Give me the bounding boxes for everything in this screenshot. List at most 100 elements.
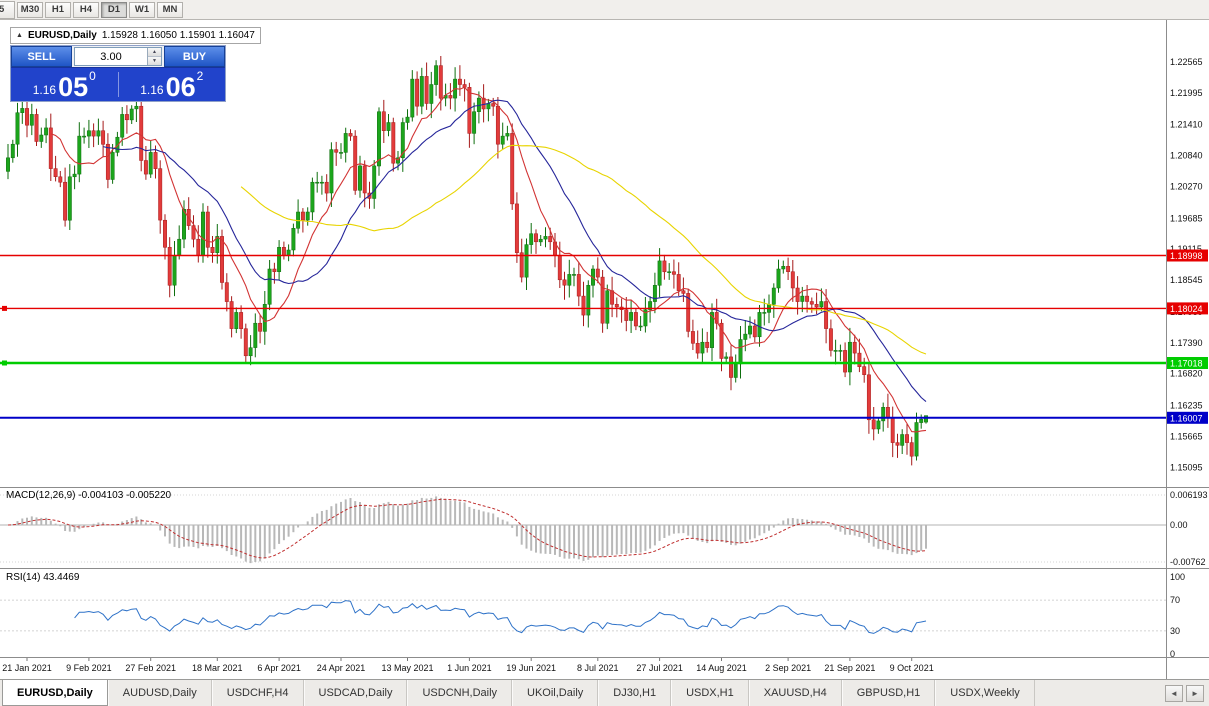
chart-tab-usdx-h1[interactable]: USDX,H1 bbox=[671, 680, 749, 706]
volume-down-icon[interactable]: ▼ bbox=[148, 57, 161, 65]
date-axis-label: 27 Jul 2021 bbox=[636, 663, 683, 673]
rsi-scale-label: 70 bbox=[1170, 595, 1180, 605]
chart-tab-audusd-daily[interactable]: AUDUSD,Daily bbox=[107, 680, 212, 706]
collapse-panel-icon[interactable]: ▲ bbox=[16, 32, 23, 39]
hline-handle-support-green[interactable] bbox=[2, 360, 7, 366]
price-scale-label: 1.21410 bbox=[1170, 120, 1203, 130]
chart-tabs: EURUSD,Daily AUDUSD,Daily USDCHF,H4 USDCAD,… bbox=[0, 680, 1035, 706]
rsi-scale-label: 30 bbox=[1170, 626, 1180, 636]
date-axis-label: 14 Aug 2021 bbox=[696, 663, 747, 673]
price-scale-label: 1.20270 bbox=[1170, 182, 1203, 192]
price-badge-resistance-upper bbox=[1167, 249, 1208, 262]
chart-background bbox=[0, 20, 1209, 679]
date-axis-label: 9 Feb 2021 bbox=[66, 663, 112, 673]
timeframe-buttons: M30 H1 H4 D1 W1 MN bbox=[17, 1, 183, 18]
sell-price-point: 0 bbox=[89, 69, 96, 83]
ma-50-line bbox=[240, 144, 927, 355]
price-badge-label-level-blue: 1.16007 bbox=[1170, 413, 1203, 423]
price-badge-label-resistance-lower: 1.18024 bbox=[1170, 304, 1203, 314]
chart-title-box[interactable]: ▲ EURUSD,Daily 1.15928 1.16050 1.15901 1… bbox=[10, 27, 261, 44]
macd-scale-label: 0.00 bbox=[1170, 520, 1188, 530]
volume-spin-buttons: ▲ ▼ bbox=[147, 48, 161, 65]
price-scale-label: 1.16235 bbox=[1170, 400, 1203, 410]
sell-price-pips: 05 bbox=[58, 71, 89, 102]
date-axis-label: 13 May 2021 bbox=[381, 663, 433, 673]
sell-price-figure: 1.16 bbox=[32, 83, 57, 97]
date-axis-label: 2 Sep 2021 bbox=[765, 663, 811, 673]
trade-prices-row: 1.16 05 0 1.16 06 2 bbox=[11, 68, 225, 101]
chart-tab-usdx-weekly[interactable]: USDX,Weekly bbox=[935, 680, 1035, 706]
timeframe-toolbar: 5 M30 H1 H4 D1 W1 MN bbox=[0, 0, 1209, 20]
price-badge-resistance-lower bbox=[1167, 302, 1208, 315]
ma-21-line bbox=[102, 99, 927, 403]
volume-up-icon[interactable]: ▲ bbox=[148, 48, 161, 57]
chart-symbol-label: EURUSD,Daily bbox=[27, 30, 97, 41]
timeframe-w1-button[interactable]: W1 bbox=[129, 1, 155, 18]
timeframe-h4-button[interactable]: H4 bbox=[73, 1, 99, 18]
hline-handle-resistance-lower[interactable] bbox=[2, 305, 7, 311]
buy-price-figure: 1.16 bbox=[140, 83, 164, 97]
chart-tab-eurusd-daily[interactable]: EURUSD,Daily bbox=[2, 680, 108, 706]
date-axis-label: 19 Jun 2021 bbox=[506, 663, 556, 673]
volume-spinner[interactable]: 3.00 ▲ ▼ bbox=[74, 47, 162, 66]
price-scale-label: 1.15095 bbox=[1170, 462, 1203, 472]
price-scale-label: 1.19685 bbox=[1170, 213, 1203, 223]
price-scale-label: 1.15665 bbox=[1170, 431, 1203, 441]
price-badge-label-support-green: 1.17018 bbox=[1170, 359, 1203, 369]
candlestick-series bbox=[6, 56, 928, 466]
tabs-scroll-right-icon[interactable]: ► bbox=[1186, 684, 1204, 702]
date-axis-label: 8 Jul 2021 bbox=[577, 663, 619, 673]
chart-tab-gbpusd-h1[interactable]: GBPUSD,H1 bbox=[841, 680, 936, 706]
timeframe-mn-button[interactable]: MN bbox=[157, 1, 183, 18]
sell-button[interactable]: SELL bbox=[11, 46, 72, 67]
buy-price-pips: 06 bbox=[165, 71, 196, 102]
one-click-trading-panel: SELL 3.00 ▲ ▼ BUY 1.16 05 0 1.16 06 2 bbox=[10, 45, 226, 102]
price-scale-label: 1.22565 bbox=[1170, 57, 1203, 67]
date-axis-label: 21 Jan 2021 bbox=[2, 663, 52, 673]
chart-tab-dj30-h1[interactable]: DJ30,H1 bbox=[598, 680, 672, 706]
ma-10-line bbox=[50, 86, 927, 433]
rsi-scale-label: 0 bbox=[1170, 649, 1175, 659]
tabs-scroll-left-icon[interactable]: ◄ bbox=[1165, 684, 1183, 702]
chart-canvas[interactable]: 1.22565 1.21995 1.21410 1.20840 1.20270 1.196… bbox=[0, 20, 1209, 679]
chart-tab-ukoil-daily[interactable]: UKOil,Daily bbox=[512, 680, 599, 706]
chart-ohlc-values: 1.15928 1.16050 1.15901 1.16047 bbox=[101, 30, 255, 41]
date-axis-label: 6 Apr 2021 bbox=[257, 663, 301, 673]
price-divider bbox=[117, 72, 119, 97]
buy-price-quote[interactable]: 1.16 06 2 bbox=[119, 68, 226, 101]
date-axis-label: 24 Apr 2021 bbox=[317, 663, 366, 673]
price-scale-label: 1.18545 bbox=[1170, 275, 1203, 285]
price-scale-label: 1.16820 bbox=[1170, 369, 1203, 379]
rsi-line bbox=[74, 600, 927, 634]
rsi-title: RSI(14) 43.4469 bbox=[6, 572, 80, 583]
volume-value[interactable]: 3.00 bbox=[100, 50, 122, 63]
macd-scale-label: -0.00762 bbox=[1170, 557, 1206, 567]
rsi-scale-label: 100 bbox=[1170, 572, 1185, 582]
date-axis-label: 18 Mar 2021 bbox=[192, 663, 243, 673]
price-scale-label: 1.20840 bbox=[1170, 151, 1203, 161]
chart-tabbar: EURUSD,Daily AUDUSD,Daily USDCHF,H4 USDCAD,… bbox=[0, 679, 1209, 706]
timeframe-m30-button[interactable]: M30 bbox=[17, 1, 43, 18]
timeframe-d1-button[interactable]: D1 bbox=[101, 1, 127, 18]
timeframe-h1-button[interactable]: H1 bbox=[45, 1, 71, 18]
macd-title: MACD(12,26,9) -0.004103 -0.005220 bbox=[6, 490, 172, 501]
price-badge-level-blue bbox=[1167, 411, 1208, 424]
sell-price-quote[interactable]: 1.16 05 0 bbox=[11, 68, 118, 101]
chart-tab-usdchf-h4[interactable]: USDCHF,H4 bbox=[211, 680, 304, 706]
price-badge-support-green bbox=[1167, 357, 1208, 369]
price-scale-label: 1.21995 bbox=[1170, 88, 1203, 98]
date-axis-label: 1 Jun 2021 bbox=[447, 663, 492, 673]
macd-signal-line bbox=[7, 498, 927, 559]
chart-tab-xauusd-h4[interactable]: XAUUSD,H4 bbox=[748, 680, 842, 706]
buy-price-point: 2 bbox=[196, 69, 204, 83]
macd-scale-label: 0.006193 bbox=[1170, 490, 1208, 500]
chart-tab-usdcad-daily[interactable]: USDCAD,Daily bbox=[303, 680, 408, 706]
trade-controls-row: SELL 3.00 ▲ ▼ BUY bbox=[11, 46, 225, 68]
date-axis-label: 27 Feb 2021 bbox=[125, 663, 176, 673]
tab-scroll-buttons: ◄ ► bbox=[1165, 680, 1209, 706]
chart-tab-usdcnh-daily[interactable]: USDCNH,Daily bbox=[407, 680, 513, 706]
buy-button[interactable]: BUY bbox=[164, 46, 225, 67]
date-axis-label: 9 Oct 2021 bbox=[890, 663, 934, 673]
timeframe-m5-partial-button[interactable]: 5 bbox=[0, 0, 15, 19]
